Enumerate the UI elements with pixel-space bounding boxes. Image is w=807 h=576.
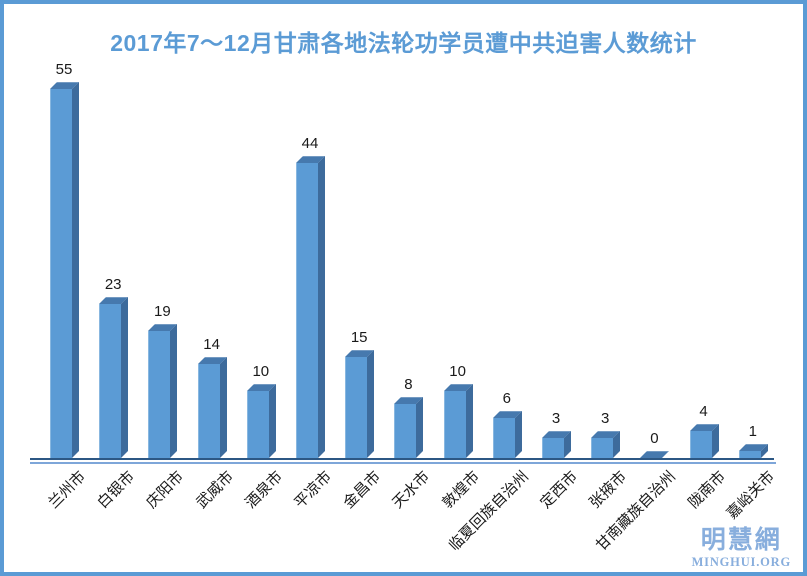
bar <box>246 390 269 458</box>
category-label: 平凉市 <box>291 468 336 512</box>
category-label: 敦煌市 <box>438 468 483 512</box>
minghui-watermark: 明慧網 MINGHUI.ORG <box>692 527 791 570</box>
chart-title: 2017年7～12月甘肃各地法轮功学员遭中共迫害人数统计 <box>110 30 697 56</box>
bar <box>148 330 171 458</box>
minghui-logo-latin: MINGHUI.ORG <box>691 555 791 569</box>
category-label: 庆阳市 <box>143 468 188 512</box>
category-label: 嘉峪关市 <box>723 468 778 523</box>
x-axis-shadow-line <box>30 462 776 464</box>
bar-value-label: 10 <box>449 362 466 380</box>
category-label: 兰州市 <box>45 468 90 512</box>
category-label: 天水市 <box>389 468 434 512</box>
bar <box>738 451 761 458</box>
bar <box>99 303 122 458</box>
bar <box>492 417 515 458</box>
category-label: 白银市 <box>94 468 139 512</box>
bar-side-face <box>268 383 276 458</box>
bar <box>542 437 564 458</box>
bar-value-label: 44 <box>301 134 319 152</box>
bar-value-label: 3 <box>551 409 561 427</box>
bar <box>296 162 318 458</box>
bar <box>689 431 712 458</box>
bar-value-label: 6 <box>502 389 511 407</box>
bar-value-label: 4 <box>699 403 708 421</box>
bar-value-label: 55 <box>55 61 73 78</box>
bar <box>50 89 72 458</box>
bar-side-face <box>72 82 79 458</box>
minghui-logo-cjk: 明慧網 <box>700 527 782 554</box>
bar-value-label: 19 <box>154 302 171 320</box>
x-axis-line <box>30 457 774 460</box>
bar <box>345 357 368 458</box>
category-label: 武威市 <box>192 468 237 512</box>
bar <box>443 390 466 458</box>
category-label: 陇南市 <box>684 468 729 512</box>
bar-value-label: 0 <box>650 430 659 447</box>
bar-value-label: 3 <box>601 409 610 427</box>
bar <box>591 437 614 458</box>
bar-side-face <box>318 155 325 458</box>
category-label: 金昌市 <box>340 468 385 512</box>
bar-value-label: 10 <box>252 362 270 380</box>
bar-value-label: 15 <box>350 329 368 347</box>
category-label: 张掖市 <box>586 468 631 512</box>
bar <box>394 404 417 458</box>
bar-value-label: 1 <box>748 423 757 441</box>
category-label: 酒泉市 <box>241 468 286 512</box>
bar-side-face <box>367 350 375 458</box>
bar-value-label: 23 <box>104 275 122 293</box>
bar-value-label: 8 <box>404 376 413 394</box>
bar-side-face <box>121 296 129 458</box>
category-label: 定西市 <box>537 468 582 512</box>
bar <box>197 364 220 458</box>
bar-value-label: 14 <box>203 336 220 354</box>
bar-side-face <box>416 397 424 458</box>
